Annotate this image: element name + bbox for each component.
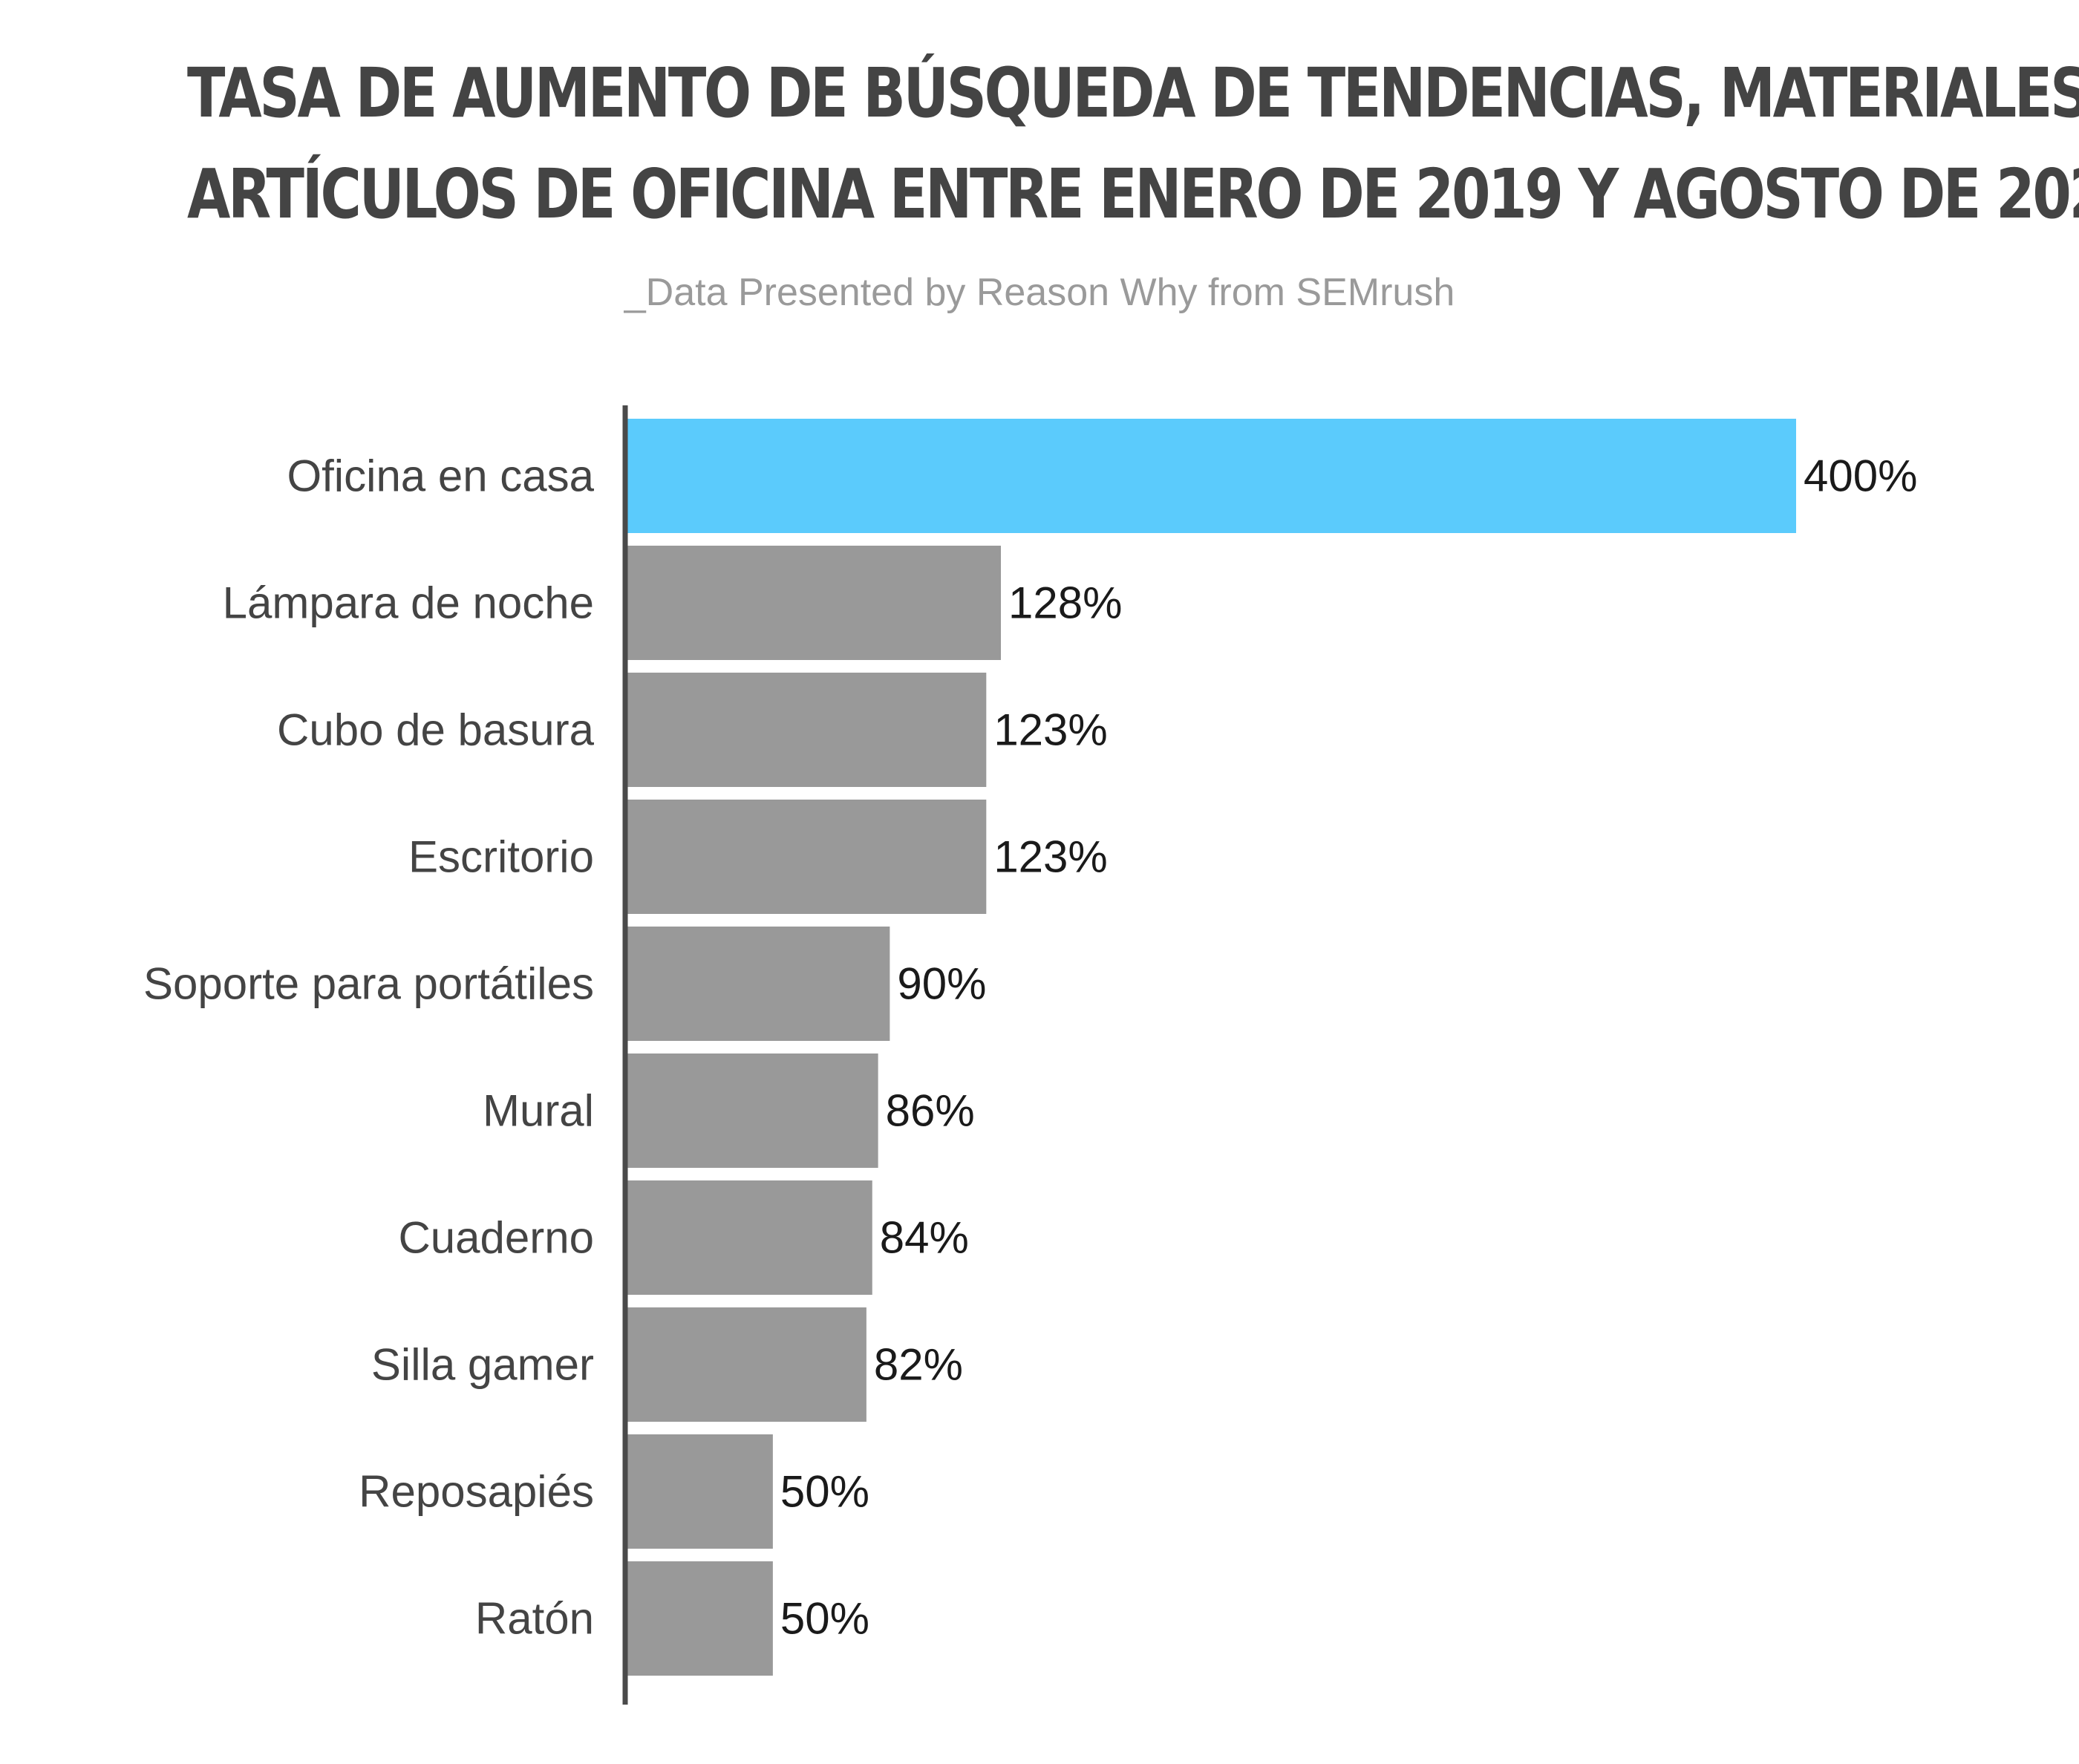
category-label-lampara-de-noche: Lámpara de noche <box>223 578 594 628</box>
bar-escritorio <box>627 800 987 914</box>
value-labels-group: 400% 128% 123% 123% 90% 86% 84% 82% 50% 50% <box>780 451 1918 1644</box>
category-label-silla-gamer: Silla gamer <box>371 1340 594 1390</box>
bar-raton <box>627 1561 773 1676</box>
category-label-cuaderno: Cuaderno <box>398 1213 594 1263</box>
chart-title-line-2: ARTÍCULOS DE OFICINA ENTRE ENERO DE 2019… <box>187 154 2079 234</box>
value-label-escritorio: 123% <box>993 832 1107 882</box>
category-label-escritorio: Escritorio <box>408 832 594 882</box>
value-label-lampara-de-noche: 128% <box>1008 578 1122 628</box>
bar-cuaderno <box>627 1180 872 1295</box>
value-label-soporte-para-portatiles: 90% <box>897 959 986 1009</box>
value-label-reposapies: 50% <box>780 1467 869 1517</box>
bar-oficina-en-casa <box>627 419 1796 533</box>
category-label-reposapies: Reposapiés <box>359 1467 594 1517</box>
chart-title-line-1: TASA DE AUMENTO DE BÚSQUEDA DE TENDENCIA… <box>187 53 2079 133</box>
category-labels-group: Oficina en casa Lámpara de noche Cubo de b… <box>143 451 595 1644</box>
bars-group <box>627 419 1796 1676</box>
bar-mural <box>627 1054 878 1168</box>
value-label-cuaderno: 84% <box>880 1213 969 1263</box>
value-label-cubo-de-basura: 123% <box>993 705 1107 755</box>
chart-subtitle: _Data Presented by Reason Why from SEMru… <box>624 271 1455 314</box>
category-label-oficina-en-casa: Oficina en casa <box>287 451 594 501</box>
bar-soporte-para-portatiles <box>627 927 890 1041</box>
category-label-cubo-de-basura: Cubo de basura <box>277 705 595 755</box>
bar-cubo-de-basura <box>627 673 987 787</box>
value-label-oficina-en-casa: 400% <box>1804 451 1917 501</box>
bar-silla-gamer <box>627 1307 866 1422</box>
value-label-silla-gamer: 82% <box>874 1340 963 1390</box>
value-label-raton: 50% <box>780 1594 869 1644</box>
bar-reposapies <box>627 1434 773 1549</box>
category-label-raton: Ratón <box>475 1594 594 1644</box>
bar-lampara-de-noche <box>627 546 1001 660</box>
value-label-mural: 86% <box>886 1086 975 1136</box>
category-label-mural: Mural <box>483 1086 594 1136</box>
category-label-soporte-para-portatiles: Soporte para portátiles <box>143 959 594 1009</box>
chart-title: TASA DE AUMENTO DE BÚSQUEDA DE TENDENCIA… <box>187 43 2079 245</box>
